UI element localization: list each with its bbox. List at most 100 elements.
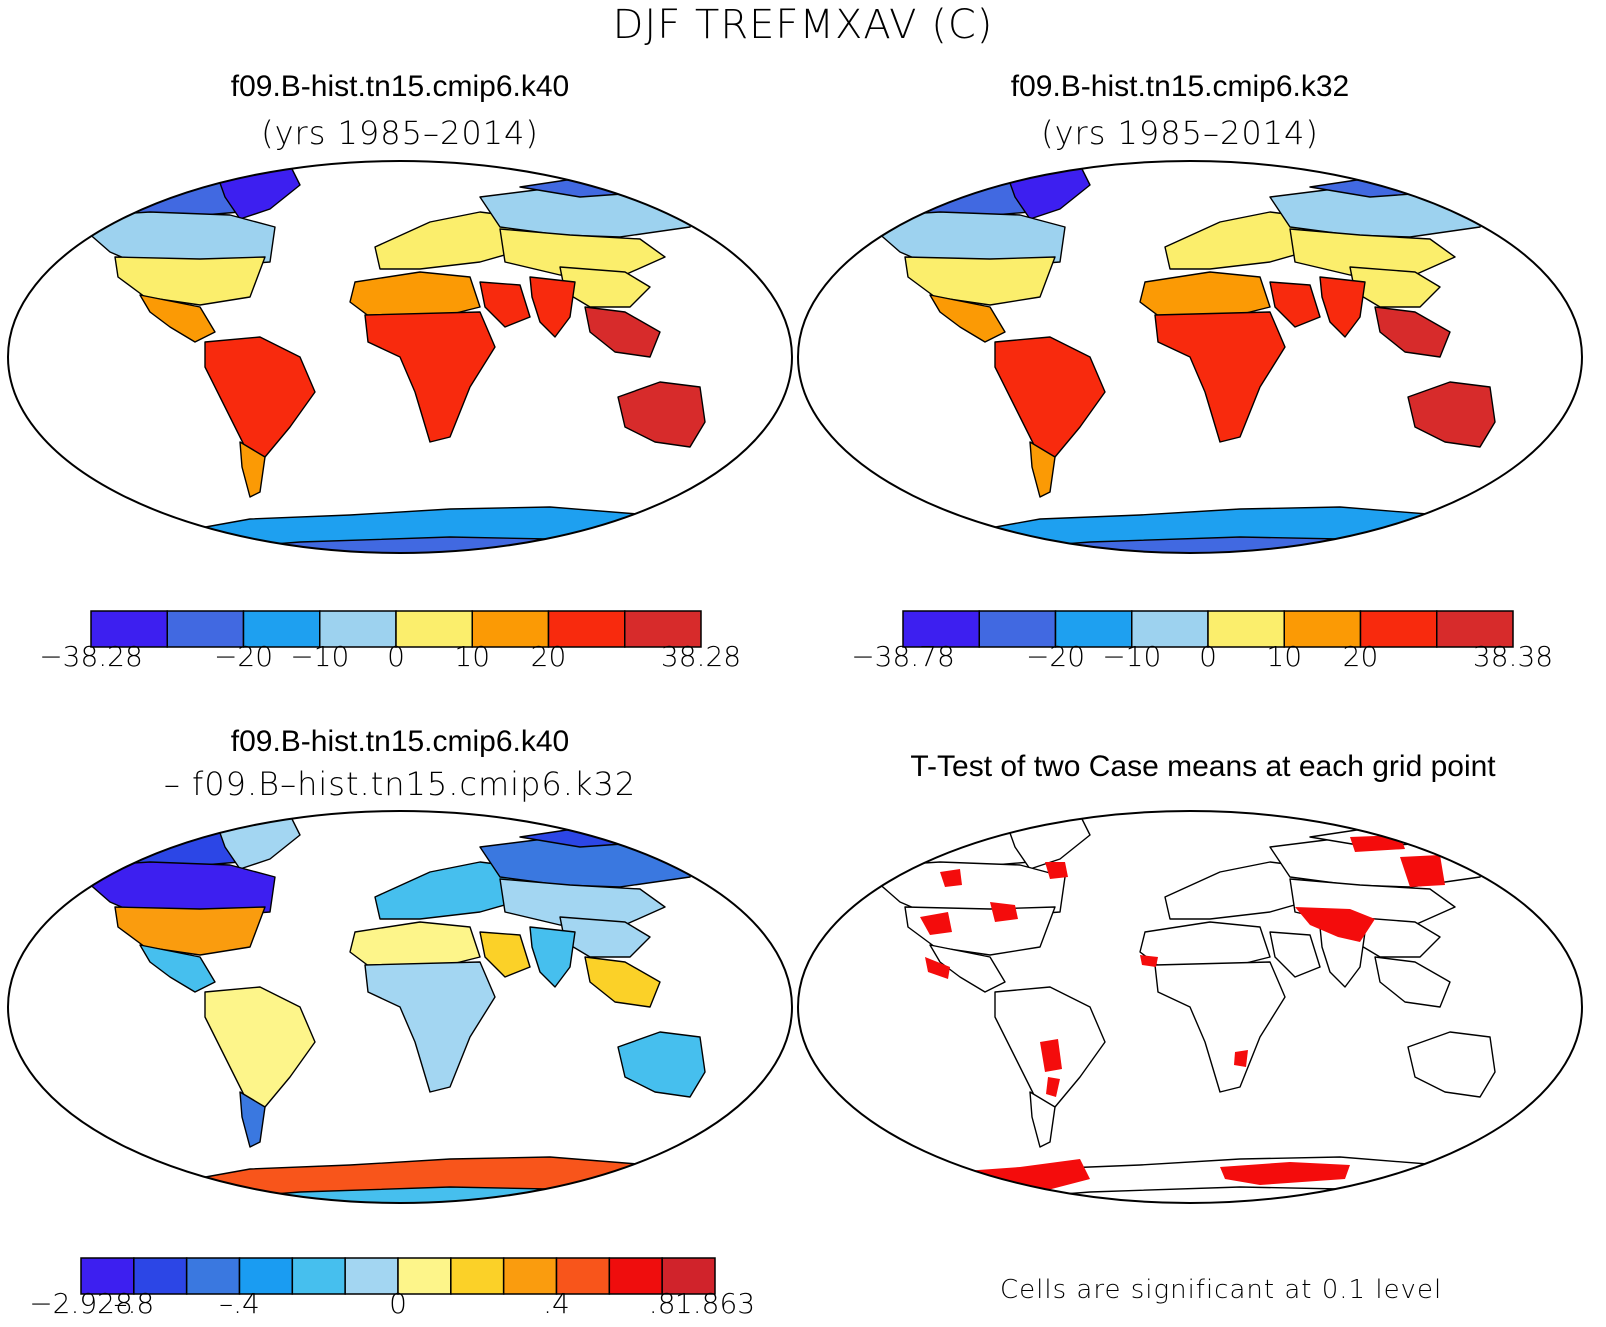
colorbar-swatch bbox=[80, 1257, 135, 1295]
colorbar-tick-label: 20 bbox=[1342, 640, 1379, 673]
region-aus bbox=[1407, 1031, 1496, 1098]
colorbar-swatch bbox=[502, 1257, 558, 1295]
colorbar-tick-label: 20 bbox=[530, 640, 567, 673]
significant-cell bbox=[990, 902, 1018, 922]
colorbar-tick-label: .4 bbox=[543, 1287, 570, 1320]
significant-cell bbox=[1295, 907, 1375, 942]
colorbar-tick-label: 0 bbox=[387, 640, 405, 673]
colorbar-swatch bbox=[319, 610, 397, 648]
region-aus bbox=[1407, 381, 1496, 448]
colorbar-swatch bbox=[1436, 610, 1514, 648]
region-usa bbox=[904, 256, 1056, 306]
colorbar-tick-label: −38.78 bbox=[851, 640, 955, 673]
region-samerS bbox=[239, 441, 266, 498]
region-arabia bbox=[479, 931, 531, 978]
region-mex bbox=[139, 294, 216, 343]
region-antS bbox=[169, 1186, 701, 1203]
region-seasia bbox=[584, 956, 661, 1008]
region-india bbox=[529, 926, 576, 988]
colorbar-swatch bbox=[1359, 610, 1438, 648]
colorbar-tick-label: –.8 bbox=[113, 1287, 155, 1320]
colorbar-swatch bbox=[185, 1257, 241, 1295]
colorbar-swatch bbox=[1054, 610, 1133, 648]
region-canada bbox=[69, 211, 276, 268]
region-aus bbox=[617, 1031, 706, 1098]
colorbar-swatch bbox=[450, 1257, 505, 1295]
significant-cell bbox=[1234, 1050, 1248, 1067]
region-usa bbox=[114, 256, 266, 306]
map-panel-3 bbox=[7, 810, 793, 1204]
panel3-subtitle: – f09.B–hist.tn15.cmip6.k32 bbox=[163, 765, 637, 803]
colorbar-tick-label: –.4 bbox=[219, 1287, 260, 1320]
colorbar-tick-label: 10 bbox=[1266, 640, 1303, 673]
colorbar-tick-label: 10 bbox=[454, 640, 491, 673]
region-samerN bbox=[204, 986, 316, 1108]
colorbar-swatch bbox=[608, 1257, 663, 1295]
colorbar-tick-label: 0 bbox=[389, 1287, 407, 1320]
colorbar-tick-label: 0 bbox=[1199, 640, 1217, 673]
region-sahara bbox=[349, 921, 481, 968]
colorbar-tick-label: 1.863 bbox=[674, 1287, 756, 1320]
region-mex bbox=[929, 944, 1006, 993]
region-arabia bbox=[479, 281, 531, 328]
region-antS bbox=[169, 536, 701, 553]
region-seasia bbox=[1374, 956, 1451, 1008]
colorbar-swatch bbox=[624, 610, 702, 648]
region-asiaMid bbox=[1289, 228, 1456, 278]
region-seasia bbox=[1374, 306, 1451, 358]
region-mex bbox=[139, 944, 216, 993]
colorbar-tick-label: 38.28 bbox=[660, 640, 742, 673]
colorbar-tick-label: .8 bbox=[648, 1287, 676, 1320]
region-antS bbox=[959, 536, 1491, 553]
significant-cell bbox=[940, 869, 962, 887]
panel3-title: f09.B-hist.tn15.cmip6.k40 bbox=[230, 725, 570, 758]
significant-cell bbox=[925, 957, 950, 979]
colorbar-swatch bbox=[344, 1257, 399, 1295]
panel2-subtitle: (yrs 1985–2014) bbox=[1041, 114, 1319, 152]
region-usa bbox=[114, 906, 266, 956]
significant-cell bbox=[1350, 835, 1405, 852]
region-canada bbox=[859, 211, 1066, 268]
continents-temperature bbox=[69, 164, 721, 553]
panel1-title: f09.B-hist.tn15.cmip6.k40 bbox=[230, 70, 570, 103]
region-india bbox=[529, 276, 576, 338]
region-africa bbox=[1154, 311, 1286, 443]
significant-cell bbox=[1046, 1077, 1060, 1097]
colorbar-swatch bbox=[1131, 610, 1209, 648]
colorbar-tick-label: −20 bbox=[1025, 640, 1086, 673]
region-usa bbox=[904, 906, 1056, 956]
region-sahara bbox=[1139, 921, 1271, 968]
colorbar-swatch bbox=[471, 610, 550, 648]
panel1-subtitle: (yrs 1985–2014) bbox=[261, 114, 539, 152]
region-antS bbox=[959, 1186, 1491, 1203]
region-africa bbox=[364, 961, 496, 1093]
colorbar-tick-label: −20 bbox=[213, 640, 274, 673]
colorbar-swatch bbox=[397, 1257, 452, 1295]
region-seasia bbox=[584, 306, 661, 358]
region-arabia bbox=[1269, 281, 1321, 328]
colorbar-tick-label: 38.38 bbox=[1472, 640, 1554, 673]
colorbar-swatch bbox=[291, 1257, 346, 1295]
significant-cell bbox=[920, 912, 952, 935]
colorbar-swatch bbox=[902, 610, 980, 648]
region-arabia bbox=[1269, 931, 1321, 978]
colorbar-tick-label: −38.28 bbox=[39, 640, 143, 673]
region-india bbox=[1319, 276, 1366, 338]
region-samerS bbox=[239, 1091, 266, 1148]
map-panel-1 bbox=[7, 160, 793, 554]
panel2-title: f09.B-hist.tn15.cmip6.k32 bbox=[1010, 70, 1350, 103]
colorbar-swatch bbox=[661, 1257, 716, 1295]
colorbar-1 bbox=[90, 610, 702, 652]
region-samerN bbox=[994, 336, 1106, 458]
footnote: Cells are significant at 0.1 level bbox=[1000, 1275, 1443, 1305]
region-asiaMid bbox=[499, 228, 666, 278]
colorbar-3 bbox=[80, 1257, 716, 1299]
region-canada bbox=[69, 861, 276, 918]
continents-temperature bbox=[859, 164, 1511, 553]
colorbar-swatch bbox=[1283, 610, 1362, 648]
region-sahara bbox=[1139, 271, 1271, 318]
region-africa bbox=[364, 311, 496, 443]
significant-cell bbox=[1220, 1162, 1350, 1185]
colorbar-tick-label: −10 bbox=[290, 640, 350, 673]
map-panel-4 bbox=[797, 810, 1583, 1204]
